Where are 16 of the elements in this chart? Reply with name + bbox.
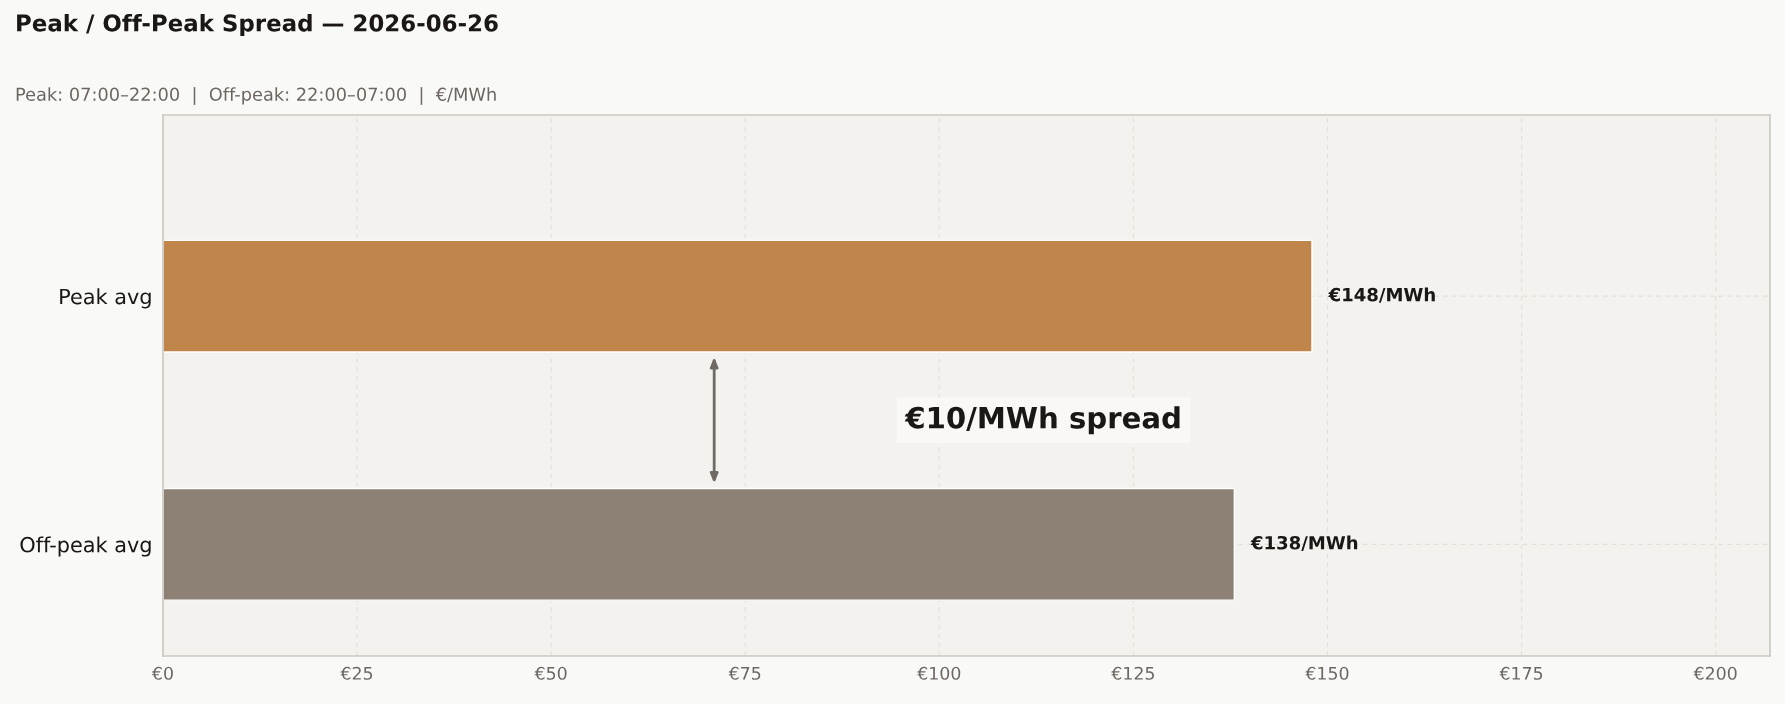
x-tick-label: €75 <box>728 666 761 680</box>
x-tick-label: €175 <box>1499 666 1543 680</box>
x-tick-label: €200 <box>1693 666 1737 680</box>
x-tick-label: €50 <box>534 666 567 680</box>
x-tick-label: €100 <box>917 666 961 680</box>
x-tick-label: €0 <box>151 666 173 680</box>
y-tick-label: Peak avg <box>60 288 151 309</box>
x-tick-label: €25 <box>340 666 373 680</box>
chart-subtitle: Peak: 07:00–22:00 | Off-peak: 22:00–07:00 | €/MWh <box>16 87 496 105</box>
x-tick-label: €125 <box>1111 666 1154 680</box>
data-label: €148/MWh <box>1328 287 1435 303</box>
data-label: €138/MWh <box>1250 535 1358 551</box>
annotation: €10/MWh spread <box>904 406 1180 435</box>
chart-title: Peak / Off-Peak Spread — 2026-06-26 <box>17 13 498 37</box>
y-tick-label: Off-peak avg <box>20 536 151 557</box>
x-tick-label: €150 <box>1305 666 1349 680</box>
